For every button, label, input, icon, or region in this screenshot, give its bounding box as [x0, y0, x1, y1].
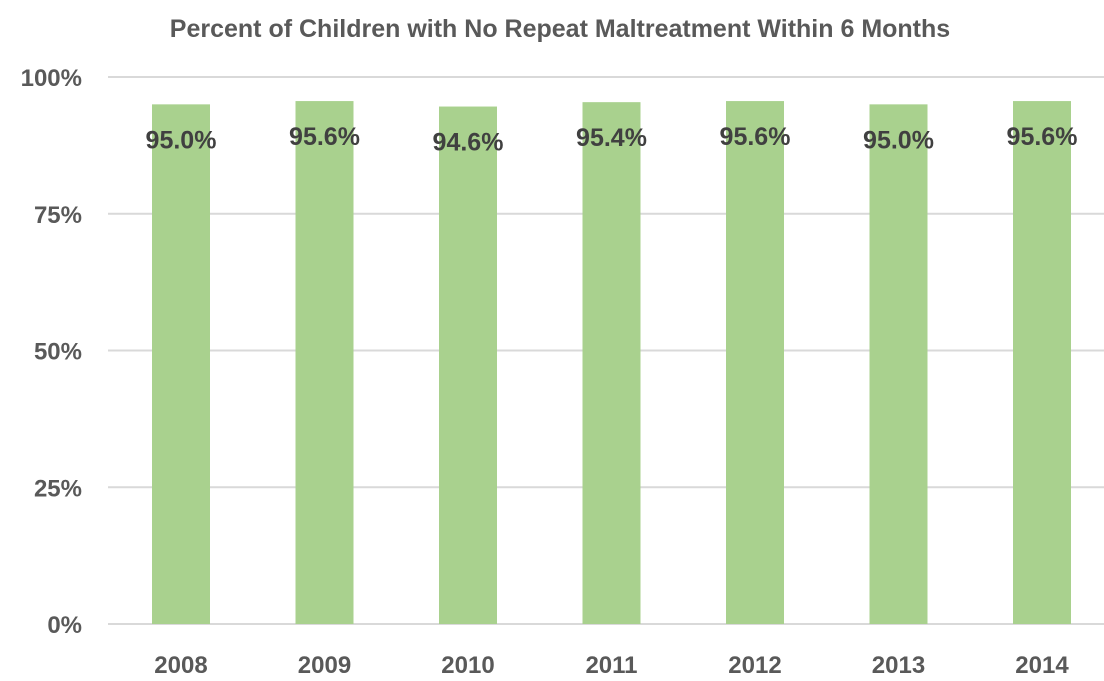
x-tick-label: 2009: [298, 652, 351, 679]
x-tick-label: 2012: [728, 652, 781, 679]
y-tick-label: 100%: [21, 65, 82, 92]
bar: [726, 101, 784, 625]
bar: [1013, 101, 1071, 625]
data-label: 95.6%: [289, 123, 360, 151]
x-tick-label: 2008: [154, 652, 207, 679]
y-tick-label: 50%: [34, 339, 82, 366]
data-label: 94.6%: [433, 129, 504, 157]
data-label: 95.0%: [863, 126, 934, 154]
bar: [439, 106, 497, 624]
data-label: 95.4%: [576, 124, 647, 152]
data-label: 95.6%: [720, 123, 791, 151]
chart-title: Percent of Children with No Repeat Maltr…: [169, 15, 951, 43]
data-label: 95.0%: [146, 126, 217, 154]
y-tick-label: 0%: [47, 612, 82, 639]
x-tick-label: 2011: [585, 652, 637, 679]
data-label: 95.6%: [1007, 123, 1078, 151]
x-tick-label: 2014: [1015, 652, 1069, 679]
bar: [152, 104, 210, 625]
y-tick-label: 75%: [34, 202, 82, 229]
x-tick-label: 2013: [872, 652, 925, 679]
bar: [295, 101, 354, 625]
bar: [869, 104, 928, 625]
bar: [582, 102, 641, 625]
y-tick-label: 25%: [34, 475, 82, 502]
x-tick-label: 2010: [441, 652, 494, 679]
